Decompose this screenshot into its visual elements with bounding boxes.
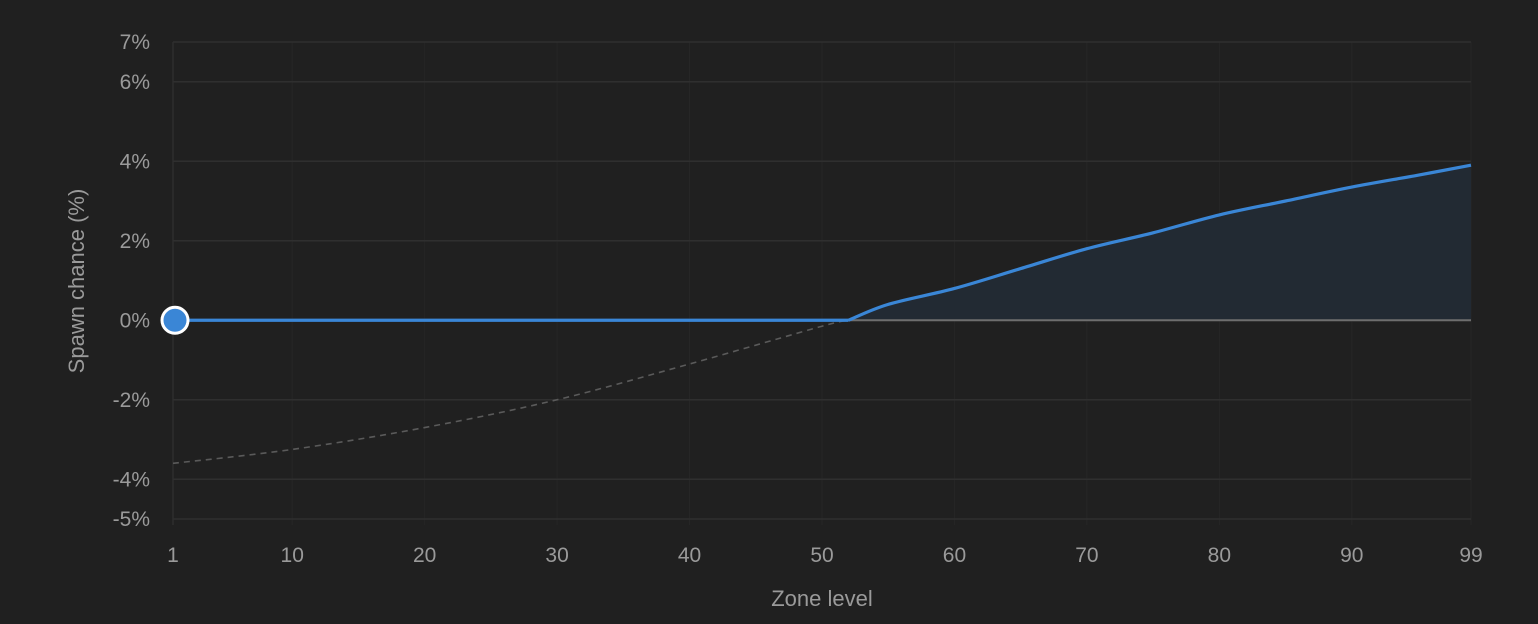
x-tick-label: 40 xyxy=(678,544,701,567)
y-tick-label: 0% xyxy=(120,309,150,332)
x-tick-label: 20 xyxy=(413,544,436,567)
y-axis-title: Spawn chance (%) xyxy=(64,189,89,374)
x-tick-labels: 1 10 20 30 40 50 60 70 80 90 99 xyxy=(167,544,1483,567)
x-tick-label: 90 xyxy=(1340,544,1363,567)
x-tick-label: 1 xyxy=(167,544,179,567)
y-tick-label: -2% xyxy=(113,389,150,412)
y-tick-label: 2% xyxy=(120,230,150,253)
y-tick-label: 6% xyxy=(120,71,150,94)
x-tick-label: 50 xyxy=(810,544,833,567)
current-level-marker xyxy=(160,305,190,335)
grid-layer xyxy=(172,41,1472,525)
x-tick-label: 30 xyxy=(545,544,568,567)
y-tick-label: -5% xyxy=(113,508,150,531)
area-fill xyxy=(173,165,1471,321)
x-tick-label: 60 xyxy=(943,544,966,567)
raw-curve-dashed xyxy=(172,319,849,465)
y-tick-label: 4% xyxy=(120,150,150,173)
x-axis-title: Zone level xyxy=(771,586,873,611)
spawn-chance-line xyxy=(847,163,1472,322)
x-tick-label: 70 xyxy=(1075,544,1098,567)
x-tick-label: 80 xyxy=(1208,544,1231,567)
marker-layer xyxy=(160,305,190,335)
y-tick-label: 7% xyxy=(120,31,150,54)
line-layer xyxy=(172,163,1472,465)
y-tick-labels: -5% -4% -2% 0% 2% 4% 6% 7% xyxy=(113,31,150,531)
x-tick-label: 99 xyxy=(1459,544,1482,567)
x-tick-label: 10 xyxy=(281,544,304,567)
y-tick-label: -4% xyxy=(113,468,150,491)
